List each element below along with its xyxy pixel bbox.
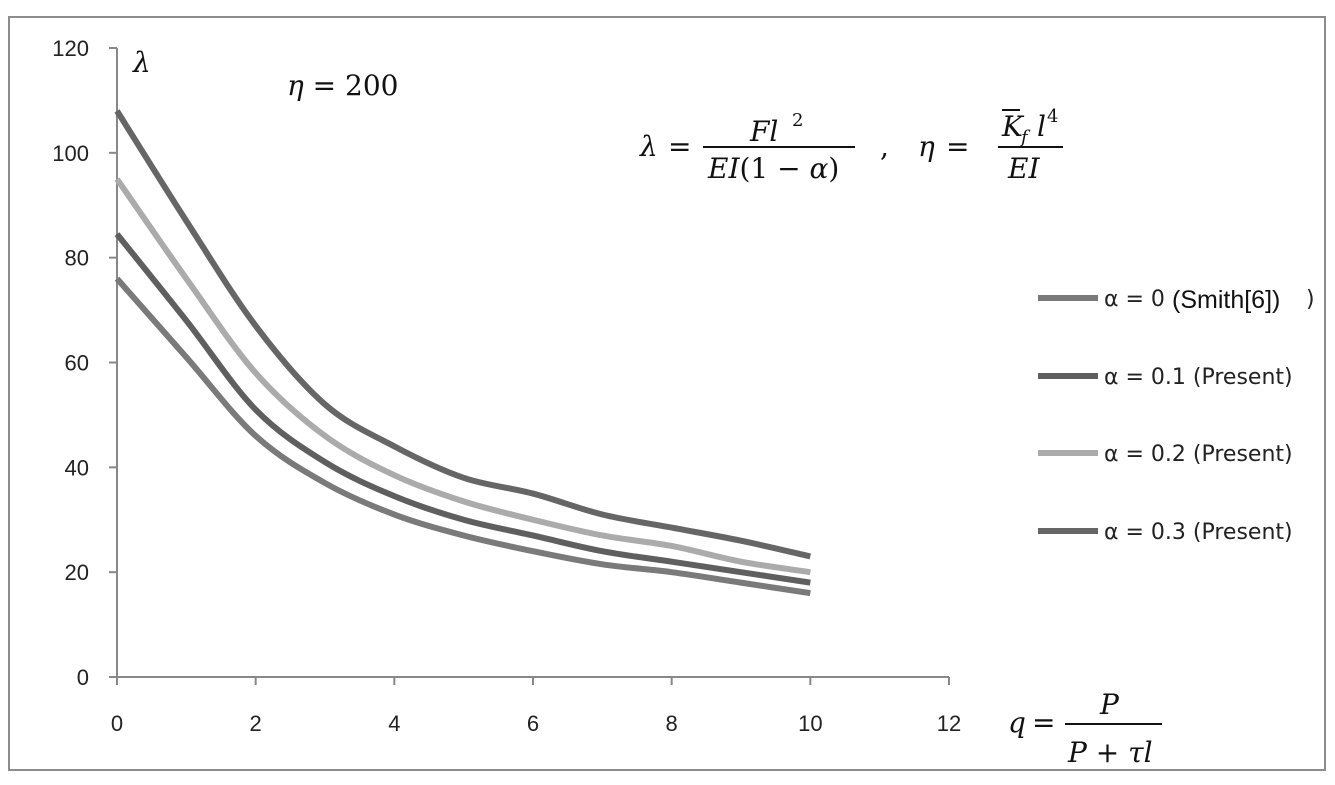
legend-item-3: α = 0.3 (Present) [1038,520,1293,545]
svg-text:EI(1 − α): EI(1 − α) [707,152,839,185]
chart-frame [8,16,1326,771]
svg-text:4: 4 [1047,106,1058,127]
svg-text:λ: λ [639,130,658,163]
eta-definition: η = K f l 4 EI [918,106,1063,185]
x-tick-label-4: 8 [666,711,678,736]
y-tick-label-1: 20 [65,560,89,585]
x-tick-label-6: 12 [937,711,961,736]
svg-text:Fl: Fl [749,115,778,148]
y-tick-label-5: 100 [52,141,89,166]
y-axis-label: λ [132,46,151,79]
y-tick-label-2: 40 [65,455,89,480]
x-tick-label-0: 0 [111,711,123,736]
svg-text:K: K [1001,110,1025,143]
lambda-definition: λ = Fl 2 EI(1 − α) , [639,110,889,185]
y-tick-label-0: 0 [77,665,89,690]
svg-text:η: η [918,130,935,163]
svg-text:P + τl: P + τl [1067,736,1153,769]
svg-text:,: , [880,130,889,163]
series-line-0 [114,276,811,597]
x-tick-label-1: 2 [250,711,262,736]
legend-label-2: α = 0.2 (Present) [1104,442,1293,467]
svg-text:2: 2 [792,110,803,131]
legend-label-0a: α = 0 [1104,287,1165,312]
legend: α = 0 (Smith[6]) ) α = 0.1 (Present) α =… [1038,286,1315,545]
series-line-2 [114,177,811,576]
svg-text:=: = [946,130,969,163]
legend-label-0c: ) [1306,287,1315,312]
svg-text:EI: EI [1007,152,1040,185]
legend-item-0: α = 0 (Smith[6]) ) [1038,286,1315,314]
series-line-1 [114,232,811,586]
x-tick-label-3: 6 [527,711,539,736]
svg-text:P: P [1099,688,1120,721]
x-tick-label-2: 4 [388,711,400,736]
legend-label-1: α = 0.1 (Present) [1104,365,1293,390]
y-tick-label-4: 80 [65,246,89,271]
legend-label-3: α = 0.3 (Present) [1104,520,1293,545]
svg-text:f: f [1019,127,1031,148]
y-tick-label-6: 120 [52,36,89,61]
svg-text:=: = [668,130,691,163]
q-definition: q = P P + τl [1008,688,1162,769]
x-tick-label-5: 10 [798,711,822,736]
eta-value-annotation: η = 200 [287,69,399,102]
legend-item-1: α = 0.1 (Present) [1038,365,1293,390]
svg-text:=: = [1032,706,1055,739]
y-tick-label-3: 60 [65,351,89,376]
legend-item-2: α = 0.2 (Present) [1038,442,1293,467]
series-line-3 [114,109,811,560]
svg-text:l: l [1037,110,1046,143]
legend-label-0b: (Smith[6]) [1172,286,1280,314]
svg-text:q: q [1008,706,1026,739]
